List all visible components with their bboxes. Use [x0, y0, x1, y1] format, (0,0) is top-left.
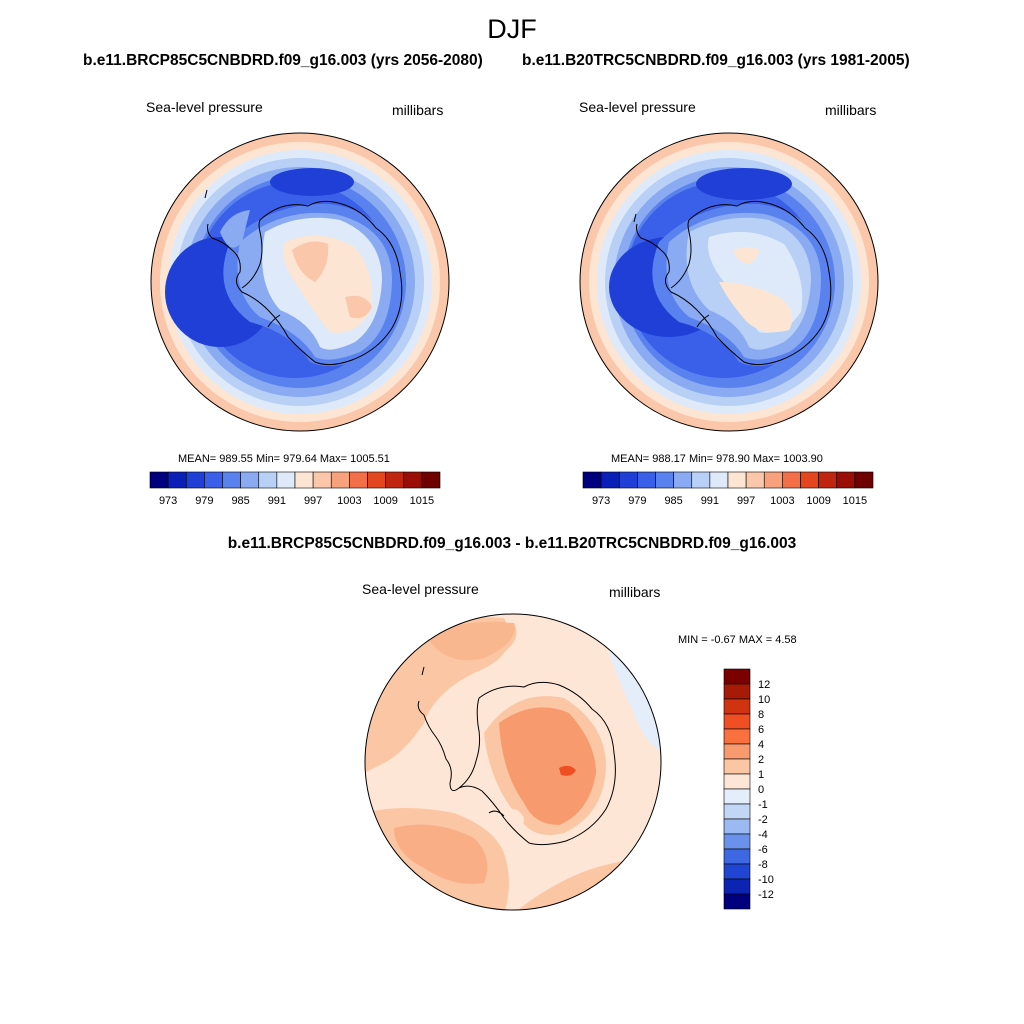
diff-colorbar-box: [723, 668, 751, 685]
panel-a-colorbar-label: 1003: [337, 495, 361, 507]
diff-colorbar-label: -12: [758, 889, 774, 901]
diff-colorbar-label: 12: [758, 679, 770, 691]
panel-a-colorbar: 973 979 985 991 997 1003 1009 1015: [149, 471, 441, 507]
panel-a-map: [150, 132, 450, 432]
diff-colorbar-box: [723, 743, 751, 760]
season-title: DJF: [487, 14, 537, 44]
diff-colorbar-box: [723, 758, 751, 775]
diff-colorbar-label: -2: [758, 814, 768, 826]
panel-b-colorbar-box: [763, 471, 783, 489]
panel-b-colorbar-box: [782, 471, 801, 489]
panel-a-stats: MEAN= 989.55 Min= 979.64 Max= 1005.51: [178, 453, 390, 465]
panel-b-title: b.e11.B20TRC5CNBDRD.f09_g16.003 (yrs 198…: [522, 52, 910, 69]
diff-colorbar-box: [723, 863, 751, 880]
diff-colorbar-label: -8: [758, 859, 768, 871]
panel-b-colorbar-label: 1015: [843, 495, 867, 507]
panel-b-colorbar-label: 997: [737, 495, 755, 507]
panel-a-variable-label: Sea-level pressure: [146, 99, 263, 115]
panel-b-colorbar-box: [618, 471, 638, 489]
panel-b-colorbar-label: 979: [628, 495, 646, 507]
diff-colorbar-box: [723, 728, 751, 745]
diff-colorbar-box: [723, 878, 751, 895]
panel-b-colorbar-label: 991: [701, 495, 719, 507]
diff-colorbar-label: 2: [758, 754, 764, 766]
panel-b-colorbar-label: 973: [592, 495, 610, 507]
panel-b-colorbar-box: [655, 471, 674, 489]
diff-colorbar-label: -10: [758, 874, 774, 886]
panel-a-colorbar-box: [149, 471, 169, 489]
panel-b-colorbar-box: [637, 471, 656, 489]
panel-a-colorbar-label: 991: [268, 495, 286, 507]
panel-b-variable-label: Sea-level pressure: [579, 99, 696, 115]
panel-a-colorbar-box: [240, 471, 260, 489]
diff-panel-title: b.e11.BRCP85C5CNBDRD.f09_g16.003 - b.e11…: [227, 535, 797, 552]
diff-colorbar-box: [723, 818, 751, 835]
panel-a-units-label: millibars: [392, 102, 444, 118]
diff-colorbar-label: 4: [758, 739, 764, 751]
panel-b-colorbar-box: [854, 471, 874, 489]
panel-a-colorbar-box: [385, 471, 405, 489]
diff-colorbar-box: [723, 788, 751, 805]
diff-colorbar-label: 10: [758, 694, 770, 706]
panel-a-colorbar-box: [403, 471, 423, 489]
diff-colorbar-box: [723, 773, 751, 790]
panel-a-colorbar-box: [367, 471, 386, 489]
diff-colorbar-box: [723, 698, 751, 715]
diff-colorbar-label: -4: [758, 829, 768, 841]
panel-a-colorbar-box: [258, 471, 278, 489]
diff-colorbar-box: [723, 683, 751, 700]
diff-colorbar-box: [723, 893, 751, 910]
diff-colorbar-box: [723, 848, 751, 865]
panel-a-colorbar-box: [222, 471, 241, 489]
panel-a-colorbar-label: 979: [195, 495, 213, 507]
panel-b-colorbar-box: [745, 471, 765, 489]
panel-a-colorbar-label: 1009: [373, 495, 397, 507]
panel-b-colorbar-box: [836, 471, 856, 489]
panel-a-colorbar-label: 997: [304, 495, 322, 507]
panel-b-colorbar-box: [818, 471, 838, 489]
panel-a-colorbar-box: [185, 471, 205, 489]
panel-b-map: [579, 132, 879, 432]
panel-b-colorbar-label: 1009: [806, 495, 830, 507]
panel-a-colorbar-label: 973: [159, 495, 177, 507]
panel-a-colorbar-box: [330, 471, 350, 489]
panel-b-colorbar-box: [800, 471, 819, 489]
panel-a-colorbar-box: [276, 471, 296, 489]
diff-colorbar-label: 6: [758, 724, 764, 736]
panel-b-colorbar-box: [709, 471, 729, 489]
panel-a-colorbar-box: [204, 471, 223, 489]
diff-map: [364, 613, 662, 911]
panel-a-colorbar-label: 985: [231, 495, 249, 507]
panel-a-colorbar-box: [167, 471, 187, 489]
panel-b-colorbar-box: [582, 471, 602, 489]
panel-a-colorbar-label: 1015: [410, 495, 434, 507]
diff-stats: MIN = -0.67 MAX = 4.58: [678, 634, 797, 646]
panel-b-colorbar-label: 985: [664, 495, 682, 507]
panel-b-colorbar-box: [673, 471, 693, 489]
diff-colorbar-label: 8: [758, 709, 764, 721]
panel-b-units-label: millibars: [825, 102, 877, 118]
panel-a-colorbar-box: [294, 471, 314, 489]
panel-b-colorbar-box: [727, 471, 747, 489]
panel-b-colorbar-label: 1003: [770, 495, 794, 507]
panel-b-colorbar-box: [600, 471, 620, 489]
panel-b-stats: MEAN= 988.17 Min= 978.90 Max= 1003.90: [611, 453, 823, 465]
panel-a-colorbar-box: [349, 471, 368, 489]
diff-colorbar-label: -6: [758, 844, 768, 856]
diff-colorbar-label: 0: [758, 784, 764, 796]
panel-b-colorbar-box: [691, 471, 711, 489]
diff-colorbar-box: [723, 713, 751, 730]
diff-units-label: millibars: [609, 584, 661, 600]
diff-colorbar-label: 1: [758, 769, 764, 781]
panel-b-colorbar: 973 979 985 991 997 1003 1009 1015: [582, 471, 874, 507]
diff-colorbar-box: [723, 803, 751, 820]
diff-colorbar-box: [723, 833, 751, 850]
panel-a-colorbar-box: [421, 471, 441, 489]
diff-variable-label: Sea-level pressure: [362, 581, 479, 597]
diff-colorbar-label: -1: [758, 799, 768, 811]
panel-a-title: b.e11.BRCP85C5CNBDRD.f09_g16.003 (yrs 20…: [83, 52, 483, 69]
panel-a-colorbar-box: [312, 471, 332, 489]
